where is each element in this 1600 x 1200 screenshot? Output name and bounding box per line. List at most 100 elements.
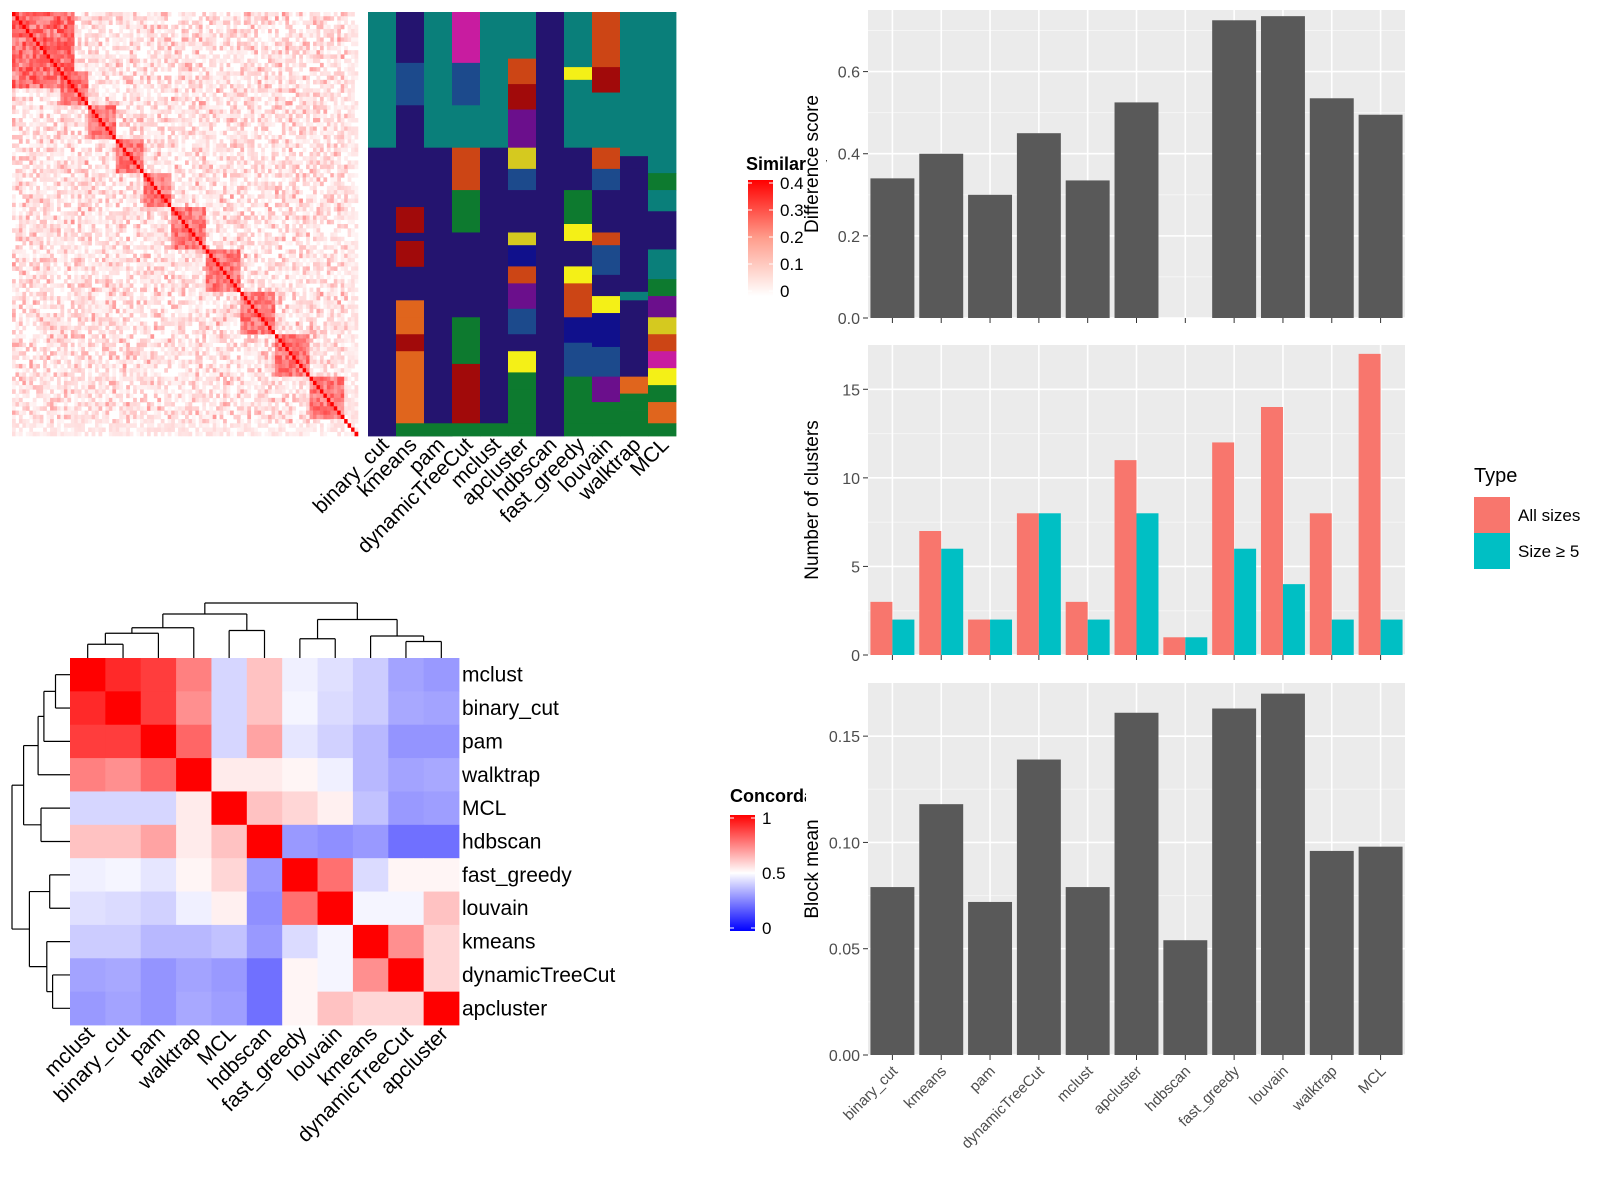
similarity-cell xyxy=(261,215,265,221)
similarity-cell xyxy=(53,75,58,81)
similarity-cell xyxy=(347,62,352,68)
similarity-cell xyxy=(313,130,317,136)
similarity-cell xyxy=(257,96,262,102)
similarity-cell xyxy=(247,151,252,157)
similarity-cell xyxy=(178,240,182,246)
similarity-cell xyxy=(15,88,20,93)
similarity-cell xyxy=(153,143,158,148)
similarity-cell xyxy=(236,33,241,38)
similarity-cell xyxy=(150,96,155,102)
similarity-cell xyxy=(333,245,338,250)
similarity-cell xyxy=(119,224,124,229)
similarity-cell xyxy=(212,134,217,140)
similarity-cell xyxy=(354,33,359,38)
similarity-cell xyxy=(340,71,345,76)
similarity-cell xyxy=(39,58,44,64)
similarity-cell xyxy=(202,139,207,144)
similarity-cell xyxy=(53,84,58,89)
similarity-cell xyxy=(195,253,200,259)
similarity-cell xyxy=(60,71,65,76)
similarity-cell xyxy=(309,96,314,102)
similarity-cell xyxy=(84,240,89,246)
similarity-cell xyxy=(209,168,213,174)
similarity-cell xyxy=(347,113,352,119)
similarity-cell xyxy=(330,151,335,157)
similarity-cell xyxy=(43,24,47,30)
similarity-cell xyxy=(250,296,255,301)
similarity-cell xyxy=(150,185,155,191)
similarity-cell xyxy=(219,283,224,288)
similarity-cell xyxy=(351,240,355,246)
similarity-cell xyxy=(53,296,58,301)
similarity-cell xyxy=(88,45,92,51)
similarity-cell xyxy=(39,274,44,280)
similarity-cell xyxy=(250,105,255,110)
similarity-cell xyxy=(43,37,47,42)
similarity-cell xyxy=(178,236,182,242)
similarity-cell xyxy=(247,20,252,26)
similarity-cell xyxy=(46,16,51,21)
similarity-cell xyxy=(91,58,96,64)
similarity-cell xyxy=(309,164,314,170)
similarity-cell xyxy=(340,118,345,123)
similarity-cell xyxy=(133,190,137,195)
similarity-cell xyxy=(185,71,189,76)
similarity-cell xyxy=(167,58,172,64)
similarity-cell xyxy=(216,96,220,102)
similarity-cell xyxy=(50,67,54,72)
similarity-cell xyxy=(313,279,317,284)
similarity-cell xyxy=(98,190,103,195)
similarity-cell xyxy=(330,62,335,68)
similarity-cell xyxy=(32,105,37,110)
similarity-cell xyxy=(95,240,99,246)
similarity-cell xyxy=(22,219,27,225)
similarity-cell xyxy=(50,232,54,238)
similarity-cell xyxy=(229,118,234,123)
similarity-cell xyxy=(29,28,34,34)
similarity-cell xyxy=(209,16,213,21)
similarity-cell xyxy=(167,202,172,208)
similarity-cell xyxy=(188,245,193,250)
similarity-cell xyxy=(77,33,82,38)
similarity-cell xyxy=(233,126,238,132)
similarity-cell xyxy=(171,232,175,238)
similarity-cell xyxy=(247,224,252,229)
similarity-cell xyxy=(150,228,155,233)
similarity-cell xyxy=(212,20,217,26)
similarity-cell xyxy=(333,240,338,246)
similarity-cell xyxy=(323,105,328,110)
similarity-cell xyxy=(309,207,314,212)
similarity-cell xyxy=(316,147,321,153)
similarity-cell xyxy=(178,71,182,76)
similarity-cell xyxy=(337,262,341,267)
similarity-cell xyxy=(39,67,44,72)
similarity-cell xyxy=(185,190,189,195)
similarity-cell xyxy=(84,41,89,47)
similarity-cell xyxy=(195,45,200,51)
similarity-cell xyxy=(268,130,272,136)
similarity-cell xyxy=(129,151,134,157)
similarity-cell xyxy=(226,283,231,288)
similarity-cell xyxy=(143,173,148,178)
similarity-cell xyxy=(233,228,238,233)
similarity-cell xyxy=(223,207,227,212)
similarity-cell xyxy=(81,84,85,89)
similarity-cell xyxy=(160,257,165,263)
similarity-cell xyxy=(46,215,51,221)
similarity-cell xyxy=(98,279,103,284)
similarity-cell xyxy=(236,253,241,259)
similarity-cell xyxy=(306,28,310,34)
similarity-cell xyxy=(98,232,103,238)
similarity-cell xyxy=(337,168,341,174)
similarity-cell xyxy=(63,84,68,89)
similarity-cell xyxy=(271,134,276,140)
similarity-cell xyxy=(212,143,217,148)
similarity-cell xyxy=(77,45,82,51)
similarity-cell xyxy=(306,202,310,208)
similarity-cell xyxy=(126,151,130,157)
similarity-cell xyxy=(264,118,269,123)
similarity-cell xyxy=(160,118,165,123)
similarity-cell xyxy=(226,266,231,271)
similarity-cell xyxy=(140,257,144,263)
similarity-cell xyxy=(95,20,99,26)
